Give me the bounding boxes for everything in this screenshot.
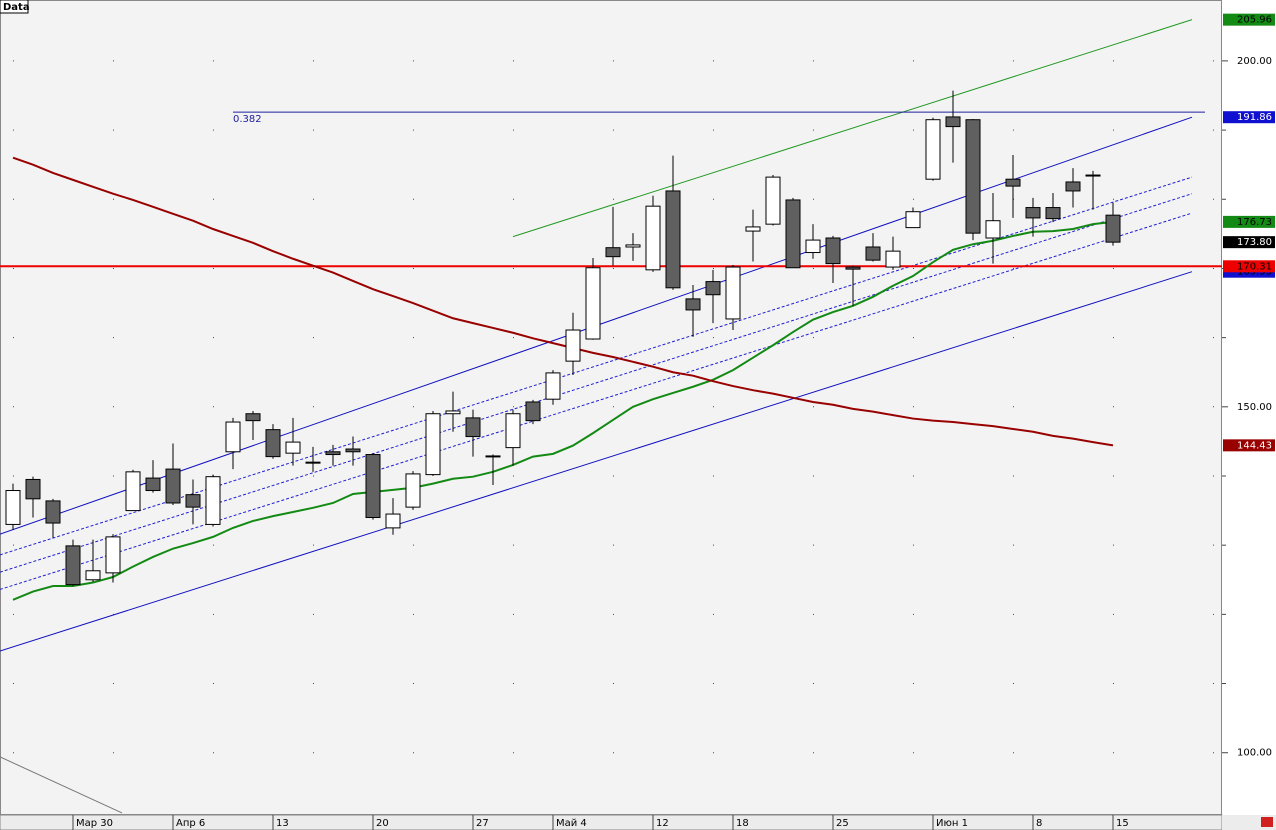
candle-body (5, 490, 21, 525)
candle-body (45, 500, 61, 524)
candle-body (145, 477, 161, 492)
x-tick-label: 15 (1116, 818, 1129, 829)
chart-title: Data (3, 2, 30, 13)
price-label: 191.86 (1237, 112, 1272, 123)
x-tick-label: 12 (656, 818, 669, 829)
candle-body (365, 454, 381, 519)
candle-body (625, 244, 641, 248)
price-label: 173.80 (1237, 237, 1272, 248)
price-label-box (1223, 236, 1275, 249)
candle-body (1105, 214, 1121, 243)
candle-body (765, 176, 781, 225)
candle-body (905, 211, 921, 229)
candle-body (505, 413, 521, 449)
candle-body (665, 190, 681, 289)
price-label: 176.73 (1237, 217, 1272, 228)
price-label-box (1223, 13, 1275, 26)
x-tick-label: 25 (836, 818, 849, 829)
candle-body (325, 451, 341, 456)
candle-body (485, 455, 501, 458)
candle-body (745, 226, 761, 232)
candle-body (925, 119, 941, 180)
trendline (0, 756, 123, 814)
candle-body (645, 205, 661, 271)
candle-body (1065, 181, 1081, 192)
candle-body (985, 220, 1001, 239)
candle-body (125, 471, 141, 512)
price-label: 144.43 (1237, 440, 1272, 451)
x-tick-label: Июн 1 (936, 818, 968, 829)
price-label: 170.31 (1237, 261, 1272, 272)
candle-body (445, 410, 461, 415)
candle-body (165, 468, 181, 504)
candle-body (25, 478, 41, 500)
candle-body (245, 413, 261, 422)
price-label-box (1223, 215, 1275, 228)
candle-body (965, 119, 981, 234)
candle-body (585, 267, 601, 340)
y-tick-label: 200.00 (1237, 56, 1272, 67)
y-tick-label: 150.00 (1237, 402, 1272, 413)
candle-body (225, 421, 241, 453)
candle-body (265, 429, 281, 458)
plot-area (0, 0, 1222, 815)
candle-body (885, 250, 901, 268)
candle-body (1045, 207, 1061, 220)
candle-body (525, 401, 541, 422)
trendline (0, 212, 1193, 590)
corner-button[interactable] (1261, 817, 1273, 827)
candle-body (285, 441, 301, 454)
x-tick-label: 8 (1036, 818, 1042, 829)
trendline (512, 19, 1193, 238)
price-label-box (1223, 260, 1275, 273)
x-tick-label: 27 (476, 818, 489, 829)
price-label-box (1223, 439, 1275, 452)
candle-body (1085, 174, 1101, 177)
level-label: 0.382 (233, 114, 262, 125)
candle-body (1025, 207, 1041, 219)
candle-body (865, 246, 881, 261)
candle-body (845, 266, 861, 270)
candle-body (1005, 178, 1021, 187)
moving-average-line (12, 220, 1114, 601)
candle-body (565, 329, 581, 362)
price-label-box (1223, 111, 1275, 124)
candle-body (725, 266, 741, 320)
candle-body (945, 116, 961, 128)
candle-body (465, 417, 481, 438)
candle-body (385, 513, 401, 529)
candle-body (825, 237, 841, 265)
y-tick-label: 100.00 (1237, 748, 1272, 759)
candle-body (805, 239, 821, 254)
candle-body (705, 281, 721, 296)
price-label: 205.96 (1237, 15, 1272, 26)
x-tick-label: Мар 30 (76, 818, 113, 829)
candle-body (185, 494, 201, 508)
x-tick-label: Апр 6 (176, 818, 205, 829)
x-tick-label: Май 4 (556, 818, 587, 829)
candle-body (425, 413, 441, 476)
candle-body (545, 372, 561, 400)
x-tick-label: 13 (276, 818, 289, 829)
candle-body (605, 247, 621, 258)
moving-average-line (12, 156, 1114, 447)
candle-body (405, 473, 421, 508)
x-tick-label: 18 (736, 818, 749, 829)
candle-body (785, 199, 801, 269)
candle-body (685, 298, 701, 311)
trendline (0, 271, 1193, 652)
candle-body (85, 570, 101, 581)
candle-body (105, 536, 121, 574)
candle-body (305, 461, 321, 464)
candle-body (65, 545, 81, 586)
candle-body (345, 448, 361, 453)
x-tick-label: 20 (376, 818, 389, 829)
title-box (0, 0, 29, 14)
candle-body (205, 476, 221, 525)
